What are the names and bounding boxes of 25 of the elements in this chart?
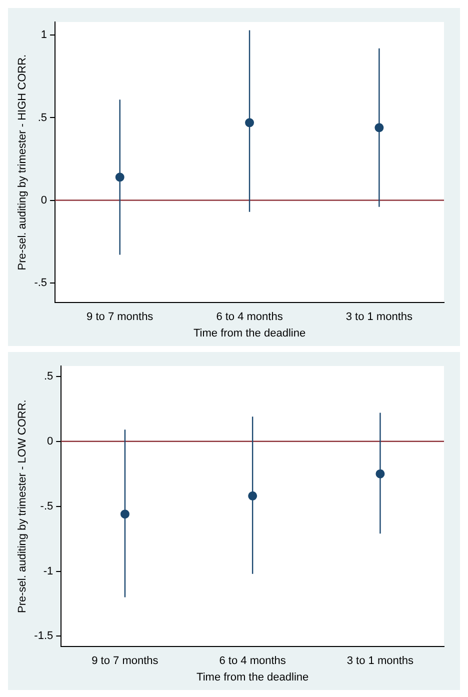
point	[376, 469, 385, 478]
point	[115, 172, 124, 182]
y-axis-title: Pre-sel. auditing by trimester - LOW CORR.	[16, 400, 29, 613]
point	[120, 510, 130, 519]
x-tick-label: 3 to 1 months	[346, 655, 414, 668]
x-tick-label: 9 to 7 months	[92, 655, 159, 668]
y-tick-label: .5	[38, 112, 48, 124]
y-axis-title: Pre-sel. auditing by trimester - HIGH CORR.	[16, 54, 29, 270]
x-tick-label: 6 to 4 months	[219, 655, 286, 668]
y-tick-label: -.5	[34, 276, 48, 289]
y-tick-label: -1	[43, 565, 54, 578]
y-tick-label: 0	[40, 194, 48, 206]
point	[374, 123, 384, 132]
x-axis-title: Time from the deadline	[193, 327, 306, 340]
y-tick-label: -1.5	[34, 630, 54, 642]
x-tick-label: 9 to 7 months	[86, 311, 154, 324]
point	[248, 491, 258, 500]
y-tick-label: 1	[40, 29, 48, 42]
y-tick-label: -.5	[40, 500, 54, 512]
x-tick-label: 3 to 1 months	[346, 311, 413, 324]
y-tick-label: .5	[44, 370, 54, 382]
x-axis-title: Time from the deadline	[196, 671, 309, 684]
point	[245, 118, 254, 128]
x-tick-label: 6 to 4 months	[216, 311, 284, 324]
y-tick-label: 0	[47, 435, 54, 448]
